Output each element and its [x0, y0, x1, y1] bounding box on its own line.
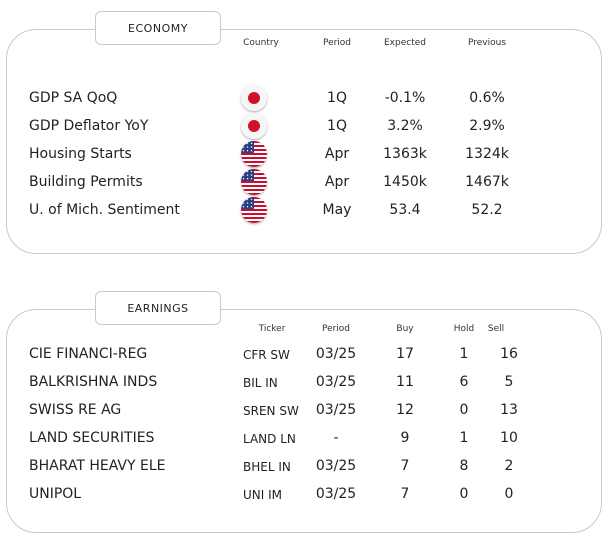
expected-value: 53.4: [389, 202, 421, 218]
company-name: BALKRISHNA INDS: [29, 374, 158, 390]
col-header-previous: Previous: [467, 38, 507, 48]
buy-count: 11: [396, 374, 414, 390]
hold-count: 8: [459, 458, 469, 474]
hold-count: 0: [459, 486, 469, 502]
period-value: May: [322, 202, 352, 218]
earnings-panel: [6, 309, 602, 533]
previous-value: 1324k: [465, 146, 509, 162]
indicator-label: GDP SA QoQ: [29, 90, 118, 106]
ticker-value: BHEL IN: [243, 460, 291, 474]
period-value: -: [333, 430, 339, 446]
ticker-value: BIL IN: [243, 376, 278, 390]
usa-flag-icon: [241, 197, 267, 223]
sell-count: 2: [504, 458, 514, 474]
col-header-period: Period: [322, 38, 352, 48]
buy-count: 17: [396, 346, 414, 362]
company-name: SWISS RE AG: [29, 402, 122, 418]
previous-value: 0.6%: [469, 90, 505, 106]
expected-value: 3.2%: [387, 118, 423, 134]
period-value: 1Q: [327, 118, 347, 134]
ticker-value: UNI IM: [243, 488, 283, 502]
col-header-hold: Hold: [453, 324, 475, 334]
previous-value: 2.9%: [469, 118, 505, 134]
ticker-value: LAND LN: [243, 432, 296, 446]
col-header-expected: Expected: [384, 38, 426, 48]
period-value: Apr: [324, 174, 350, 190]
sell-count: 0: [504, 486, 514, 502]
japan-flag-icon: [241, 85, 267, 111]
expected-value: -0.1%: [384, 90, 426, 106]
hold-count: 0: [459, 402, 469, 418]
expected-value: 1363k: [383, 146, 427, 162]
company-name: BHARAT HEAVY ELE: [29, 458, 166, 474]
company-name: UNIPOL: [29, 486, 82, 502]
indicator-label: Building Permits: [29, 174, 143, 190]
hold-count: 6: [459, 374, 469, 390]
economy-title: ECONOMY: [128, 21, 188, 35]
japan-flag-icon: [241, 113, 267, 139]
hold-count: 1: [459, 346, 469, 362]
ticker-value: CFR SW: [243, 348, 290, 362]
expected-value: 1450k: [383, 174, 427, 190]
sell-count: 13: [500, 402, 518, 418]
economy-tab[interactable]: ECONOMY: [95, 11, 221, 45]
usa-flag-icon: [241, 169, 267, 195]
buy-count: 7: [400, 458, 410, 474]
company-name: LAND SECURITIES: [29, 430, 155, 446]
period-value: 03/25: [315, 346, 357, 362]
col-header-sell: Sell: [487, 324, 505, 334]
period-value: 03/25: [315, 402, 357, 418]
sell-count: 16: [500, 346, 518, 362]
buy-count: 12: [396, 402, 414, 418]
indicator-label: U. of Mich. Sentiment: [29, 202, 180, 218]
hold-count: 1: [459, 430, 469, 446]
sell-count: 5: [504, 374, 514, 390]
previous-value: 52.2: [471, 202, 503, 218]
indicator-label: GDP Deflator YoY: [29, 118, 149, 134]
earnings-title: EARNINGS: [127, 301, 189, 315]
col-header-ticker: Ticker: [258, 324, 286, 334]
earnings-tab[interactable]: EARNINGS: [95, 291, 221, 325]
col-header-period: Period: [321, 324, 351, 334]
economy-panel: [6, 29, 602, 254]
previous-value: 1467k: [465, 174, 509, 190]
buy-count: 7: [400, 486, 410, 502]
period-value: Apr: [324, 146, 350, 162]
col-header-buy: Buy: [396, 324, 414, 334]
usa-flag-icon: [241, 141, 267, 167]
col-header-country: Country: [243, 38, 279, 48]
indicator-label: Housing Starts: [29, 146, 132, 162]
sell-count: 10: [500, 430, 518, 446]
period-value: 1Q: [327, 90, 347, 106]
period-value: 03/25: [315, 374, 357, 390]
company-name: CIE FINANCI-REG: [29, 346, 148, 362]
period-value: 03/25: [315, 458, 357, 474]
period-value: 03/25: [315, 486, 357, 502]
buy-count: 9: [400, 430, 410, 446]
ticker-value: SREN SW: [243, 404, 299, 418]
